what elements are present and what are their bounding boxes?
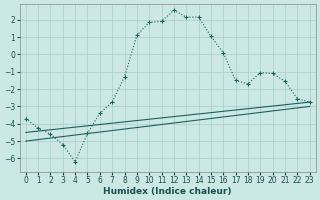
X-axis label: Humidex (Indice chaleur): Humidex (Indice chaleur) bbox=[103, 187, 232, 196]
